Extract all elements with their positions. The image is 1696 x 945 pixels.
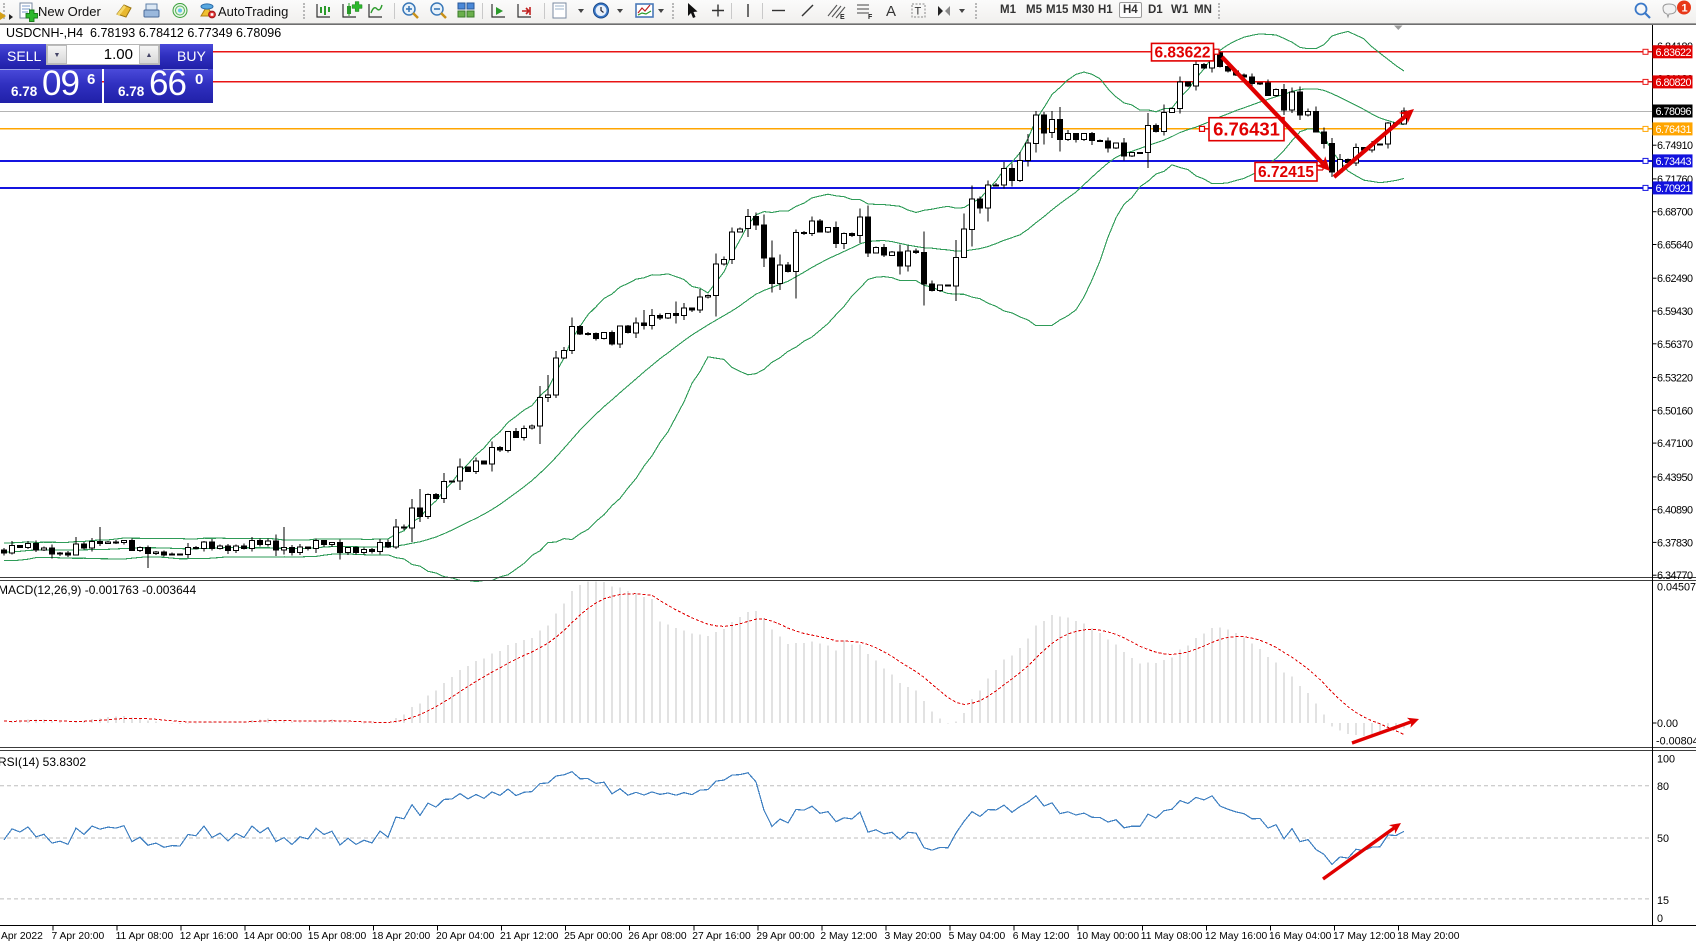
svg-text:E: E bbox=[840, 14, 845, 21]
svg-text:5 May 04:00: 5 May 04:00 bbox=[949, 931, 1006, 942]
svg-text:6.59430: 6.59430 bbox=[1657, 306, 1693, 318]
svg-text:6.62490: 6.62490 bbox=[1657, 273, 1693, 285]
svg-text:50: 50 bbox=[1657, 833, 1669, 845]
svg-text:T: T bbox=[915, 6, 922, 18]
svg-text:6.72415: 6.72415 bbox=[1258, 164, 1314, 181]
svg-text:12 Apr 16:00: 12 Apr 16:00 bbox=[180, 931, 239, 942]
svg-text:6 May 12:00: 6 May 12:00 bbox=[1013, 931, 1070, 942]
svg-text:25 Apr 00:00: 25 Apr 00:00 bbox=[564, 931, 623, 942]
svg-text:6.83622: 6.83622 bbox=[1656, 47, 1692, 59]
svg-text:-0.008049: -0.008049 bbox=[1656, 736, 1696, 748]
svg-text:1: 1 bbox=[1682, 3, 1688, 15]
svg-text:0: 0 bbox=[1657, 913, 1663, 925]
svg-text:6.56370: 6.56370 bbox=[1657, 339, 1693, 351]
svg-text:15 Apr 08:00: 15 Apr 08:00 bbox=[308, 931, 367, 942]
svg-text:6.80820: 6.80820 bbox=[1656, 77, 1692, 89]
svg-text:6.76431: 6.76431 bbox=[1213, 118, 1280, 139]
svg-text:3 May 20:00: 3 May 20:00 bbox=[885, 931, 942, 942]
svg-text:RSI(14) 53.8302: RSI(14) 53.8302 bbox=[0, 755, 86, 769]
svg-text:16 May 04:00: 16 May 04:00 bbox=[1269, 931, 1332, 942]
svg-text:6.78096: 6.78096 bbox=[1656, 106, 1692, 118]
svg-text:27 Apr 16:00: 27 Apr 16:00 bbox=[692, 931, 751, 942]
svg-text:18 May 20:00: 18 May 20:00 bbox=[1397, 931, 1460, 942]
svg-text:A: A bbox=[886, 3, 896, 20]
svg-text:6.65640: 6.65640 bbox=[1657, 240, 1693, 252]
svg-text:21 Apr 12:00: 21 Apr 12:00 bbox=[500, 931, 559, 942]
svg-text:USDCNH-,H4 6.78193 6.78412 6.: USDCNH-,H4 6.78193 6.78412 6.77349 6.780… bbox=[6, 26, 281, 40]
svg-text:6.53220: 6.53220 bbox=[1657, 373, 1693, 385]
svg-text:6.43950: 6.43950 bbox=[1657, 472, 1693, 484]
svg-text:6.40890: 6.40890 bbox=[1657, 505, 1693, 517]
svg-text:2 May 12:00: 2 May 12:00 bbox=[820, 931, 877, 942]
svg-text:Apr 2022: Apr 2022 bbox=[1, 931, 43, 942]
svg-text:80: 80 bbox=[1657, 781, 1669, 793]
svg-text:7 Apr 20:00: 7 Apr 20:00 bbox=[52, 931, 105, 942]
svg-text:F: F bbox=[868, 14, 873, 21]
svg-text:29 Apr 00:00: 29 Apr 00:00 bbox=[756, 931, 815, 942]
svg-text:10 May 00:00: 10 May 00:00 bbox=[1077, 931, 1140, 942]
svg-text:6.76431: 6.76431 bbox=[1656, 124, 1692, 136]
svg-text:6.83622: 6.83622 bbox=[1154, 44, 1210, 61]
svg-text:MACD(12,26,9) -0.001763 -0.003: MACD(12,26,9) -0.001763 -0.003644 bbox=[0, 583, 196, 597]
svg-text:12 May 16:00: 12 May 16:00 bbox=[1205, 931, 1268, 942]
svg-text:6.73443: 6.73443 bbox=[1656, 156, 1692, 168]
svg-text:6.68700: 6.68700 bbox=[1657, 207, 1693, 219]
svg-text:17 May 12:00: 17 May 12:00 bbox=[1333, 931, 1396, 942]
svg-text:6.74910: 6.74910 bbox=[1657, 140, 1693, 152]
svg-text:15: 15 bbox=[1657, 895, 1669, 907]
svg-text:20 Apr 04:00: 20 Apr 04:00 bbox=[436, 931, 495, 942]
svg-text:0.045079: 0.045079 bbox=[1657, 582, 1696, 594]
svg-text:6.47100: 6.47100 bbox=[1657, 438, 1693, 450]
svg-text:100: 100 bbox=[1657, 754, 1675, 766]
svg-text:6.37830: 6.37830 bbox=[1657, 537, 1693, 549]
svg-text:6.34770: 6.34770 bbox=[1657, 570, 1693, 582]
svg-text:18 Apr 20:00: 18 Apr 20:00 bbox=[372, 931, 431, 942]
svg-text:0.00: 0.00 bbox=[1657, 718, 1678, 730]
svg-text:26 Apr 08:00: 26 Apr 08:00 bbox=[628, 931, 687, 942]
svg-text:6.70921: 6.70921 bbox=[1656, 183, 1692, 195]
svg-text:11 May 08:00: 11 May 08:00 bbox=[1141, 931, 1203, 942]
svg-text:14 Apr 00:00: 14 Apr 00:00 bbox=[244, 931, 303, 942]
svg-text:11 Apr 08:00: 11 Apr 08:00 bbox=[116, 931, 174, 942]
svg-text:6.50160: 6.50160 bbox=[1657, 405, 1693, 417]
